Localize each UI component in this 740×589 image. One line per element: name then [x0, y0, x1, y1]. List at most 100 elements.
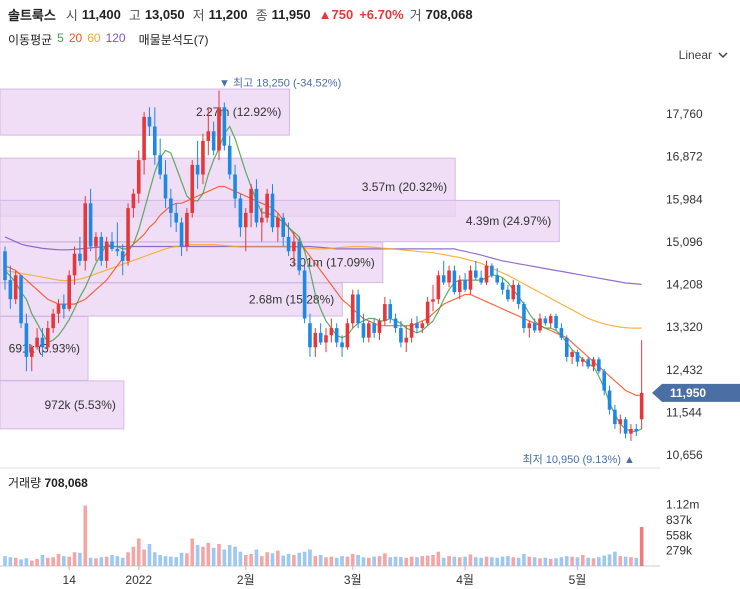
- candle-body: [3, 251, 7, 281]
- candle-body: [29, 347, 34, 357]
- volume-bar: [40, 555, 45, 566]
- volume-bar: [195, 545, 200, 566]
- volume-axis-tick: 558k: [666, 528, 693, 542]
- volume-bar: [463, 556, 467, 566]
- volume-label: 거: [409, 7, 422, 23]
- price-axis-tick: 10,656: [666, 448, 703, 462]
- volume-bar: [217, 544, 221, 566]
- candle-body: [94, 236, 98, 247]
- volume-bar: [409, 556, 414, 566]
- volume-bar: [393, 556, 398, 566]
- candle-body: [613, 409, 617, 425]
- candle-body: [484, 265, 489, 283]
- close-price: 11,950: [271, 6, 311, 22]
- volume-bar: [388, 557, 392, 566]
- volume-bar: [404, 557, 409, 566]
- candle-body: [415, 323, 419, 329]
- candle-body: [265, 193, 269, 218]
- candle-body: [602, 371, 606, 391]
- price-change-pct: +6.70%: [359, 6, 404, 22]
- candle-body: [516, 284, 521, 305]
- candle-body: [581, 359, 585, 362]
- volume-bar: [276, 550, 280, 566]
- candle-body: [13, 275, 18, 300]
- candle-body: [185, 212, 189, 247]
- candle-body: [67, 275, 71, 309]
- candle-body: [436, 275, 441, 300]
- volume-bar: [206, 542, 211, 566]
- ma-5: 5: [57, 31, 64, 45]
- ma-legend[interactable]: 이동평균 5 20 60 120 매물분석도(7): [8, 31, 208, 48]
- volume-bar: [591, 558, 596, 566]
- candle-body: [217, 107, 221, 151]
- volume-bar: [334, 557, 339, 566]
- volume-bar: [554, 558, 558, 566]
- volume-bar: [292, 555, 296, 566]
- candle-body: [276, 217, 280, 228]
- volume-bar: [142, 549, 146, 566]
- volume-bar: [88, 557, 93, 566]
- candle-body: [634, 428, 639, 432]
- candle-body: [88, 203, 93, 247]
- volume-bar: [131, 546, 136, 566]
- candle-body: [452, 270, 457, 293]
- volume-bar: [78, 552, 82, 566]
- scale-dropdown[interactable]: Linear: [679, 48, 728, 62]
- candle-body: [345, 323, 350, 348]
- candle-body: [270, 193, 275, 228]
- volume-bar: [527, 556, 532, 566]
- price-change: ▲750: [318, 6, 354, 22]
- volume-bar: [158, 555, 162, 566]
- candle-body: [586, 359, 590, 367]
- volume-bar: [153, 552, 157, 566]
- volume-bar: [639, 527, 644, 566]
- volume-profile-label: 691k (3.93%): [9, 341, 80, 355]
- volume-bar: [613, 551, 617, 566]
- volume-bar: [581, 555, 585, 566]
- candle-body: [222, 107, 227, 146]
- volume-bar: [457, 557, 462, 566]
- volume-bar: [185, 553, 189, 566]
- x-axis-tick: 14: [63, 573, 77, 587]
- volume-bar: [238, 551, 243, 566]
- candle-body: [409, 323, 414, 338]
- open-price: 11,400: [81, 6, 121, 22]
- volume-bar: [270, 553, 275, 566]
- volume-bar: [452, 556, 457, 566]
- volume-bar: [538, 558, 542, 566]
- price-axis-tick: 17,760: [666, 107, 703, 121]
- candle-body: [254, 188, 259, 223]
- candle-body: [468, 270, 473, 290]
- volume-bar: [249, 553, 253, 566]
- candle-body: [495, 275, 499, 283]
- candle-body: [425, 301, 430, 324]
- volume-bar: [564, 556, 569, 566]
- volume-bar: [201, 546, 205, 566]
- candle-body: [46, 328, 50, 348]
- candle-body: [62, 304, 66, 309]
- volume-bar: [190, 538, 195, 566]
- volume-axis-tick: 279k: [666, 544, 693, 558]
- volume-bar: [19, 559, 23, 566]
- candle-body: [131, 193, 136, 209]
- volume-bar: [13, 557, 18, 566]
- volume-bar: [147, 544, 152, 566]
- volume-bar: [136, 538, 141, 566]
- current-price-label: 11,950: [670, 386, 706, 400]
- volume-bar: [24, 558, 29, 566]
- volume-bar: [243, 555, 248, 566]
- candle-body: [388, 304, 392, 319]
- candle-body: [260, 217, 264, 223]
- volume-bar: [629, 557, 633, 566]
- candle-body: [19, 275, 23, 324]
- volume-axis-tick: 1.12m: [666, 497, 699, 511]
- high-price: 13,050: [144, 6, 185, 22]
- candle-body: [136, 160, 141, 194]
- volume-bar: [356, 555, 360, 566]
- volume-bar: [570, 556, 574, 566]
- candle-body: [120, 251, 125, 261]
- volume-bar: [286, 553, 291, 566]
- candle-body: [431, 299, 435, 302]
- candle-body: [281, 217, 285, 237]
